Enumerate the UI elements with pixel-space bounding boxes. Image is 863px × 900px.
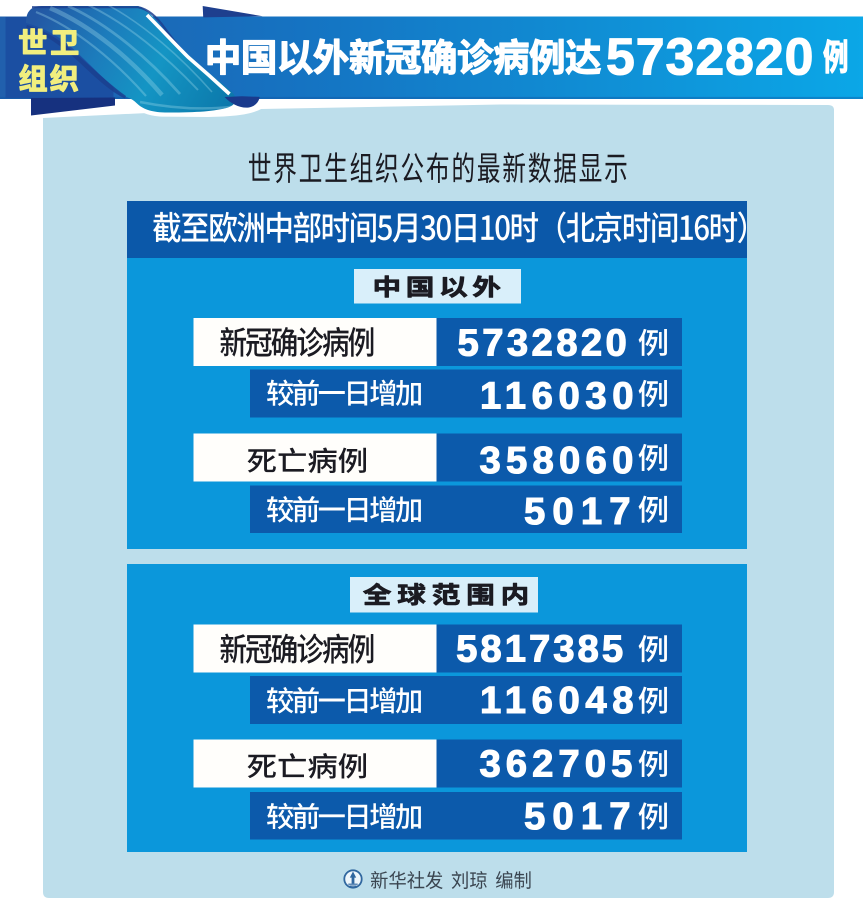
- svg-text:5732820: 5732820: [606, 27, 814, 85]
- svg-text:358060: 358060: [479, 439, 638, 482]
- svg-text:116048: 116048: [480, 679, 639, 722]
- svg-text:362705: 362705: [479, 742, 637, 785]
- svg-text:116030: 116030: [480, 375, 639, 418]
- svg-text:5017: 5017: [524, 490, 638, 533]
- svg-text:5817385: 5817385: [456, 627, 626, 670]
- svg-text:5732820: 5732820: [458, 321, 631, 364]
- svg-text:5017: 5017: [524, 795, 638, 838]
